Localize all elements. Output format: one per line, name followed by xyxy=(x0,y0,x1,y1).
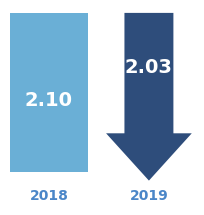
Text: 2018: 2018 xyxy=(30,189,68,203)
Text: 2019: 2019 xyxy=(130,189,168,203)
Text: 2.03: 2.03 xyxy=(125,58,173,77)
Bar xyxy=(10,13,88,172)
Text: 2.10: 2.10 xyxy=(25,91,73,110)
Polygon shape xyxy=(106,13,192,181)
